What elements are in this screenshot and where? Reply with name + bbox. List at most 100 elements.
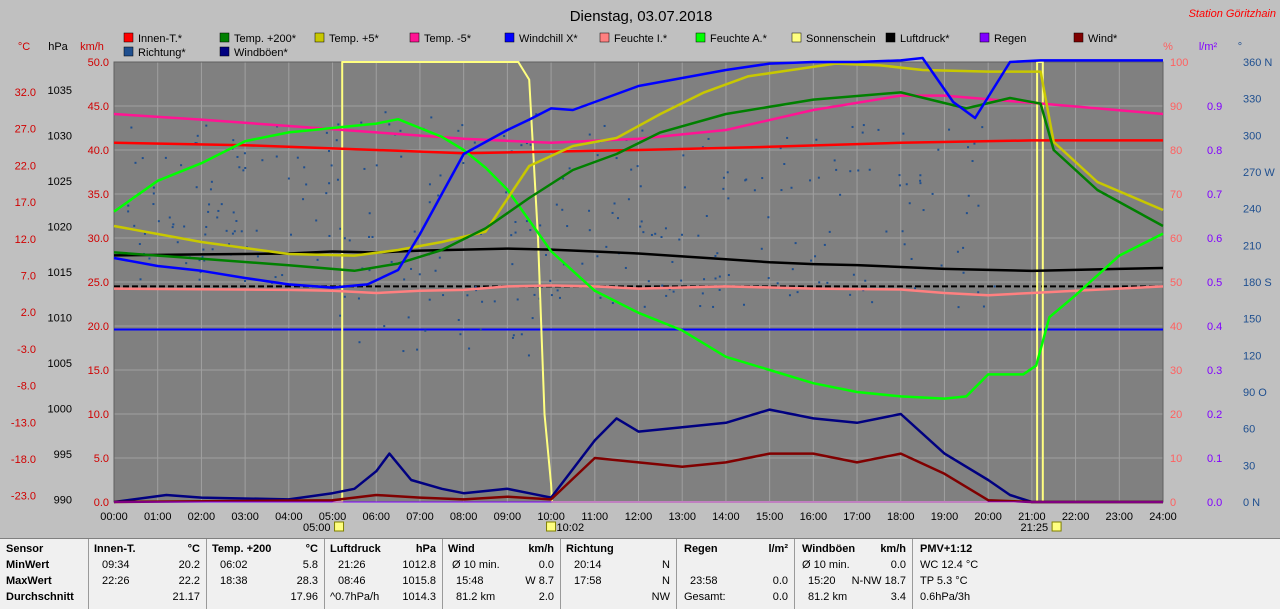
- direction-point: [818, 281, 821, 284]
- direction-point: [967, 194, 970, 197]
- direction-point: [905, 183, 908, 186]
- direction-point: [714, 277, 717, 280]
- x-tick-label: 04:00: [275, 511, 303, 523]
- series-line: [113, 62, 1164, 257]
- direction-point: [699, 305, 702, 308]
- legend-swatch: [219, 46, 230, 57]
- direction-point: [514, 231, 517, 234]
- legend-label: Innen-T.*: [138, 33, 183, 45]
- direction-point: [760, 247, 763, 250]
- direction-point: [558, 296, 561, 299]
- direction-tick-label: 30: [1243, 460, 1255, 472]
- x-tick-label: 03:00: [231, 511, 259, 523]
- direction-point: [786, 136, 789, 139]
- direction-point: [511, 336, 514, 339]
- direction-point: [325, 192, 328, 195]
- wind-unit: km/h: [80, 41, 104, 53]
- direction-point: [722, 176, 725, 179]
- x-tick-label: 05:00: [319, 511, 347, 523]
- direction-point: [697, 234, 700, 237]
- direction-point: [244, 279, 247, 282]
- rain-tick-label: 0.7: [1207, 189, 1222, 201]
- legend-label: Luftdruck*: [900, 33, 950, 45]
- direction-point: [503, 135, 506, 138]
- stats-divider: [88, 539, 89, 609]
- direction-point: [202, 248, 205, 251]
- direction-point: [962, 246, 965, 249]
- rain-tick-label: 0.3: [1207, 365, 1222, 377]
- legend-swatch: [791, 32, 802, 43]
- direction-point: [457, 129, 460, 132]
- direction-point: [473, 141, 476, 144]
- direction-point: [343, 295, 346, 298]
- direction-point: [668, 288, 671, 291]
- direction-point: [791, 268, 794, 271]
- direction-point: [287, 177, 290, 180]
- direction-point: [139, 278, 142, 281]
- wind-tick-label: 0.0: [94, 497, 109, 509]
- direction-point: [908, 202, 911, 205]
- rain-tick-label: 0.0: [1207, 497, 1222, 509]
- direction-point: [613, 202, 616, 205]
- direction-point: [615, 157, 618, 160]
- stats-pmv-windchill: WC 12.4 °C: [920, 559, 979, 571]
- stats-richtung-avg: NW: [651, 591, 670, 603]
- direction-point: [289, 233, 292, 236]
- direction-point: [683, 186, 686, 189]
- x-tick-label: 01:00: [144, 511, 172, 523]
- direction-point: [849, 293, 852, 296]
- direction-point: [745, 178, 748, 181]
- direction-point: [680, 279, 683, 282]
- direction-tick-label: 0 N: [1243, 497, 1260, 509]
- temp-tick-label: 27.0: [15, 124, 36, 136]
- series-line: [113, 94, 1164, 145]
- stats-temp-col: Temp. +200 °C 06:02 5.8 18:38 28.3 17.96: [212, 541, 318, 605]
- direction-point: [660, 235, 663, 238]
- direction-point: [203, 259, 206, 262]
- stats-richtung-min-time: 20:14: [574, 559, 602, 571]
- direction-point: [127, 210, 130, 213]
- axis-units: °C hPa km/h% l/m² °: [18, 41, 1242, 53]
- rain-tick-label: 0.1: [1207, 453, 1222, 465]
- direction-point: [849, 170, 852, 173]
- direction-point: [337, 123, 340, 126]
- pressure-tick-label: 1025: [48, 176, 72, 188]
- wind-tick-label: 15.0: [88, 365, 109, 377]
- direction-point: [857, 169, 860, 172]
- temp-tick-label: 22.0: [15, 160, 36, 172]
- direction-point: [639, 185, 642, 188]
- x-tick-label: 22:00: [1062, 511, 1090, 523]
- stats-druck-col: Luftdruck hPa 21:26 1012.8 08:46 1015.8 ^0.…: [330, 541, 436, 605]
- humidity-tick-label: 10: [1170, 453, 1182, 465]
- stats-wind-header: Wind: [448, 543, 475, 555]
- direction-tick-label: 210: [1243, 240, 1261, 252]
- pressure-tick-label: 990: [54, 495, 72, 507]
- wind-tick-label: 20.0: [88, 321, 109, 333]
- x-tick-label: 19:00: [931, 511, 959, 523]
- direction-point: [654, 232, 657, 235]
- stats-regen-unit: l/m²: [768, 543, 788, 555]
- station-name: Station Göritzhain: [1189, 8, 1276, 20]
- wind-tick-label: 40.0: [88, 145, 109, 157]
- stats-innen-header: Innen-T.: [94, 543, 136, 555]
- chart-title: Dienstag, 03.07.2018: [570, 8, 713, 25]
- direction-point: [199, 271, 202, 274]
- stats-innen-avg: 21.17: [172, 591, 200, 603]
- legend-label: Regen: [994, 33, 1026, 45]
- humidity-tick-label: 50: [1170, 277, 1182, 289]
- direction-tick-label: 330: [1243, 94, 1261, 106]
- direction-point: [358, 341, 361, 344]
- stats-maxwert-label: MaxWert: [6, 575, 52, 587]
- stats-regen-total: 0.0: [772, 591, 788, 603]
- direction-point: [903, 243, 906, 246]
- direction-point: [529, 229, 532, 232]
- direction-point: [703, 278, 706, 281]
- direction-point: [871, 301, 874, 304]
- direction-point: [130, 126, 133, 129]
- direction-point: [479, 328, 482, 331]
- direction-point: [152, 186, 155, 189]
- x-tick-label: 06:00: [362, 511, 390, 523]
- direction-point: [305, 183, 308, 186]
- direction-point: [588, 133, 591, 136]
- direction-point: [183, 225, 186, 228]
